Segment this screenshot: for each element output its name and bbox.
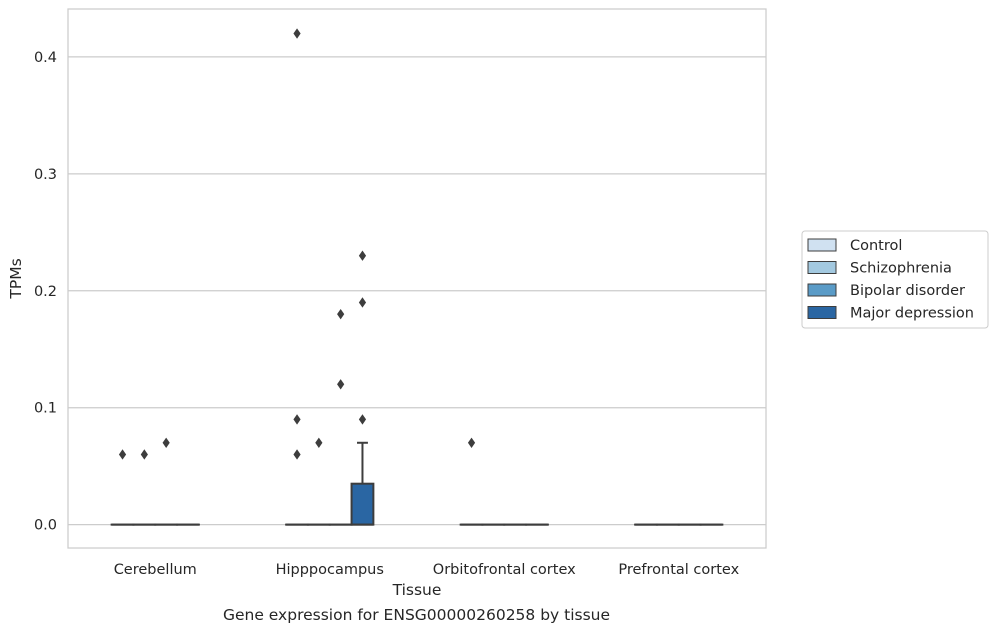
outlier-point	[358, 414, 367, 425]
legend-label: Bipolar disorder	[850, 283, 965, 299]
y-tick-label: 0.2	[34, 284, 57, 300]
outlier-point	[315, 437, 323, 448]
outlier-point	[162, 437, 170, 448]
y-tick-label: 0.4	[34, 50, 57, 66]
legend-swatch	[807, 306, 837, 319]
y-tick-label: 0.0	[34, 518, 57, 534]
outlier-point	[358, 250, 367, 261]
outlier-point	[293, 28, 301, 39]
legend-label: Schizophrenia	[850, 261, 952, 277]
legend-frame	[801, 230, 989, 329]
outlier-point	[337, 379, 345, 390]
y-gridlines	[68, 56, 766, 526]
y-tick-labels: 0.0 0.1 0.2 0.3 0.4	[34, 50, 57, 534]
outlier-point	[293, 449, 301, 460]
outlier-layer	[118, 28, 476, 460]
x-tick-labels: Cerebellum Hipppocampus Orbitofrontal cort…	[114, 562, 740, 578]
outlier-point	[118, 449, 127, 460]
y-tick-label: 0.3	[34, 167, 57, 183]
outlier-point	[140, 449, 148, 460]
outlier-point	[337, 308, 345, 320]
x-axis-label: Tissue	[392, 581, 442, 599]
y-axis-label: TPMs	[7, 258, 25, 299]
outlier-point	[293, 414, 301, 425]
outlier-point	[467, 437, 476, 448]
legend-swatch	[807, 238, 837, 252]
y-tick-label: 0.1	[34, 401, 57, 417]
x-tick-label: Hipppocampus	[276, 562, 384, 578]
legend-swatch	[807, 261, 837, 274]
legend-label: Major depression	[850, 306, 974, 322]
outlier-point	[358, 297, 367, 308]
legend: Control Schizophrenia Bipolar disorder Majo…	[801, 230, 989, 329]
x-tick-label: Prefrontal cortex	[618, 562, 739, 578]
x-tick-label: Orbitofrontal cortex	[433, 562, 576, 578]
chart-caption: Gene expression for ENSG00000260258 by t…	[222, 606, 611, 624]
legend-label: Control	[850, 238, 902, 254]
legend-swatch	[807, 283, 837, 297]
box-layer	[110, 441, 724, 526]
plot-frame	[67, 8, 767, 549]
x-tick-label: Cerebellum	[114, 562, 197, 578]
box-major-depression	[350, 482, 375, 526]
